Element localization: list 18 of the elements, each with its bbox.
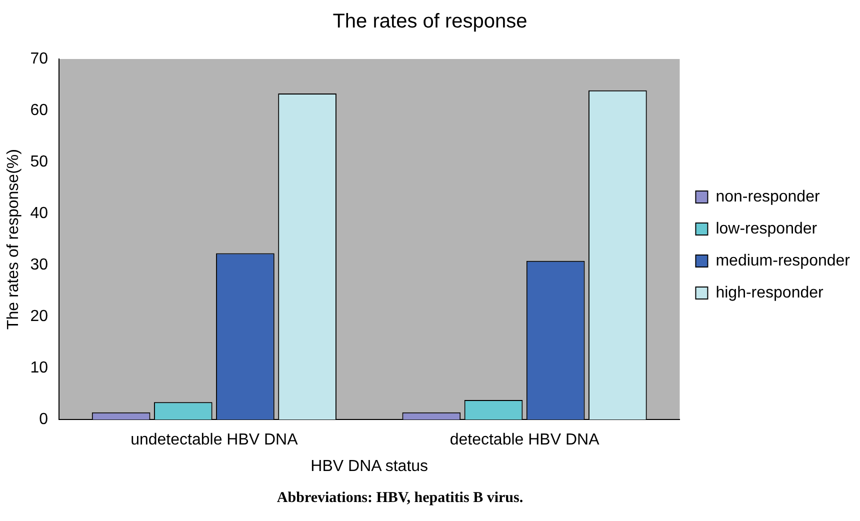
legend-label: low-responder <box>716 220 818 238</box>
y-tick-label: 10 <box>30 359 48 376</box>
y-tick-label: 70 <box>30 50 48 68</box>
y-tick-label: 50 <box>30 153 48 170</box>
y-tick-label: 30 <box>30 256 48 274</box>
chart-title: The rates of response <box>332 10 528 33</box>
y-tick-label: 20 <box>30 308 48 325</box>
y-axis-title: The rates of response(%) <box>5 149 22 330</box>
y-tick-label: 40 <box>30 204 48 222</box>
legend-label: non-responder <box>716 188 820 206</box>
x-axis-title: HBV DNA status <box>310 458 428 475</box>
text: Abbreviations: HBV, hepatitis B virus. <box>276 490 524 507</box>
y-tick-label: 0 <box>39 411 48 428</box>
legend-label: medium-responder <box>716 252 851 270</box>
y-tick-label: 60 <box>30 102 48 119</box>
legend-label: high-responder <box>716 284 824 302</box>
x-tick-label: detectable HBV DNA <box>450 432 600 449</box>
x-tick-label: undetectable HBV DNA <box>130 432 298 449</box>
